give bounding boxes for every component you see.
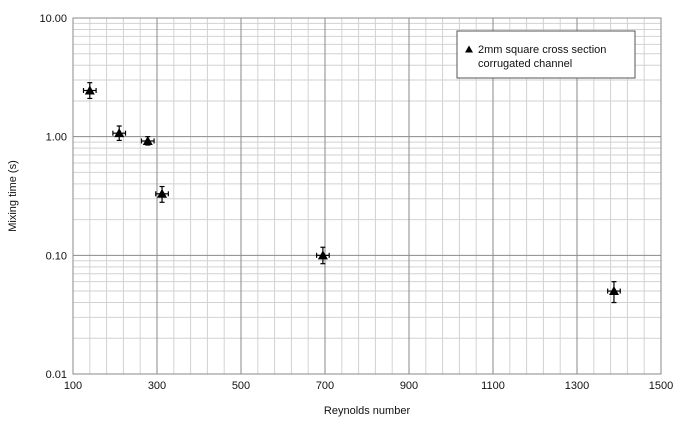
- y-tick-label: 1.00: [46, 132, 67, 144]
- minor-gridlines: [73, 18, 661, 374]
- plot-frame: [72, 17, 662, 375]
- legend-marker-triangle-icon: [465, 45, 473, 53]
- data-point: [82, 82, 97, 100]
- x-axis-ticks: 100 300 500 700 900 1100 1300 1500: [64, 380, 673, 392]
- x-axis-title: Reynolds number: [324, 405, 411, 417]
- legend: 2mm square cross section corrugated chan…: [456, 30, 636, 79]
- data-point: [155, 185, 169, 203]
- x-tick-label: 700: [316, 380, 334, 392]
- y-tick-label: 0.10: [46, 250, 67, 262]
- legend-box: [456, 30, 636, 79]
- triangle-marker: [114, 128, 125, 138]
- x-tick-label: 1500: [649, 380, 673, 392]
- legend-label-line-2: corrugated channel: [478, 58, 572, 70]
- y-axis-ticks: 0.01 0.10 1.00 10.00: [39, 13, 67, 381]
- x-tick-label: 100: [64, 380, 82, 392]
- x-tick-label: 500: [232, 380, 250, 392]
- x-tick-label: 1300: [565, 380, 589, 392]
- legend-label-line-1: 2mm square cross section: [478, 44, 606, 56]
- data-point: [316, 246, 330, 265]
- x-tick-label: 300: [148, 380, 166, 392]
- y-tick-label: 10.00: [39, 13, 67, 25]
- y-tick-label: 0.01: [46, 369, 67, 381]
- triangle-marker: [317, 250, 328, 260]
- triangle-marker: [142, 135, 153, 145]
- data-points: [82, 82, 621, 304]
- x-tick-label: 900: [400, 380, 418, 392]
- x-tick-label: 1100: [481, 380, 505, 392]
- triangle-marker: [84, 85, 95, 95]
- triangle-marker: [157, 188, 168, 198]
- data-point: [607, 281, 621, 304]
- triangle-marker: [608, 286, 619, 296]
- y-axis-title: Mixing time (s): [7, 160, 19, 232]
- data-point: [140, 135, 155, 146]
- data-point: [112, 125, 127, 142]
